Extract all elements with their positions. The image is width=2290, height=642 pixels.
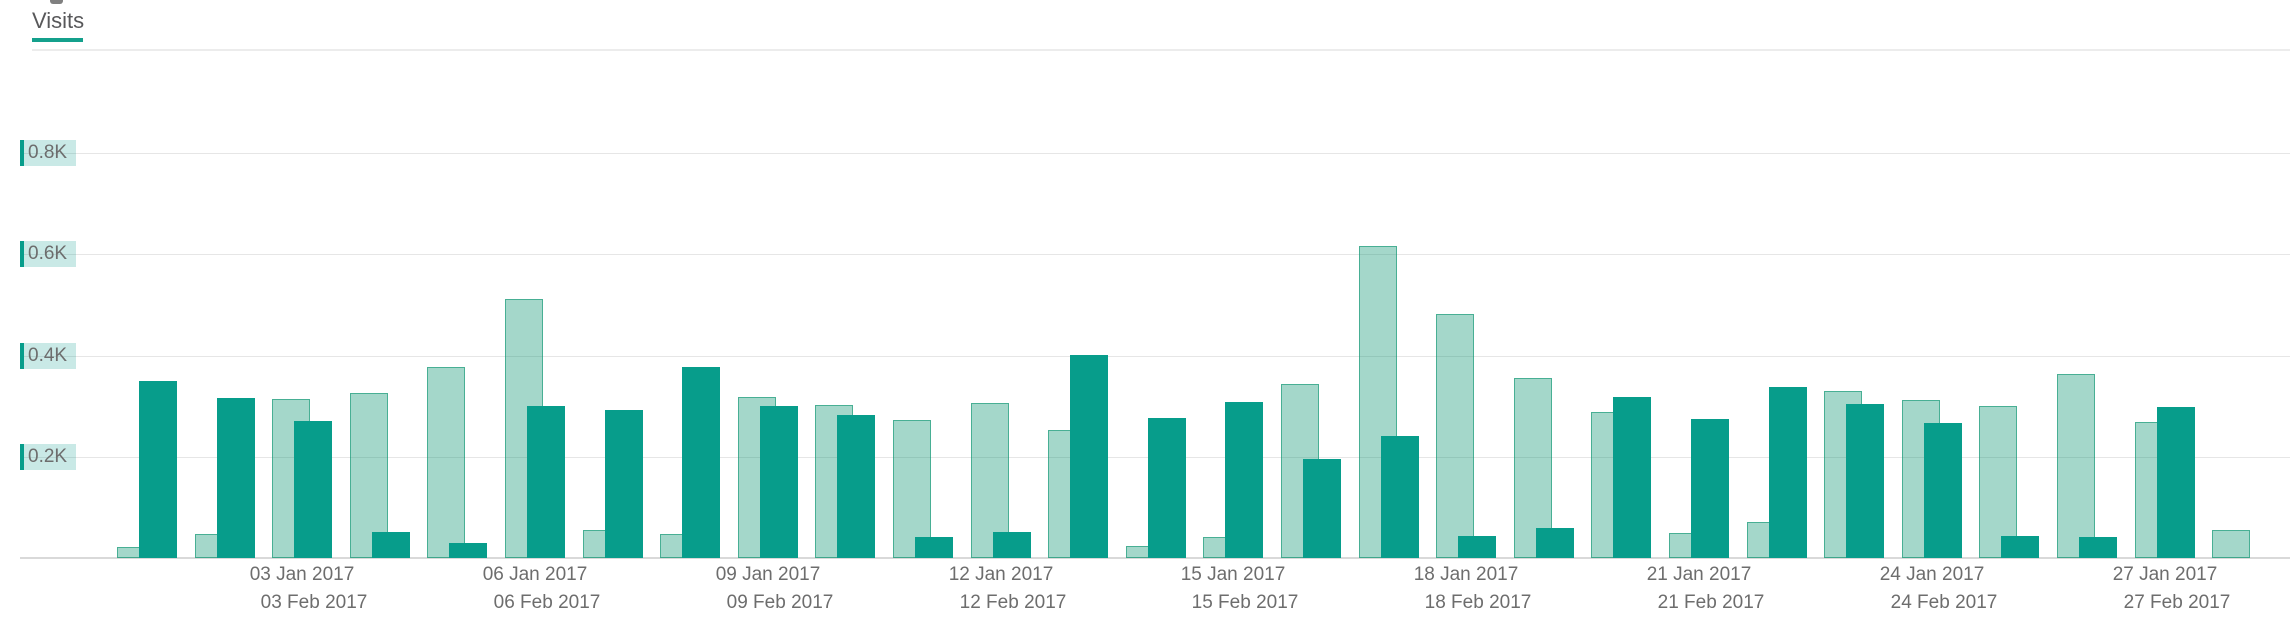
- header-divider: [32, 49, 2290, 51]
- bar-feb-2017-day-20[interactable]: [1613, 397, 1651, 558]
- bar-feb-2017-day-11[interactable]: [915, 537, 953, 558]
- bar-jan-2017-day-19[interactable]: [1514, 378, 1552, 558]
- y-tick-label: 0.2K: [28, 446, 68, 467]
- y-tick-0.6K: 0.6K: [20, 241, 76, 267]
- y-tick-0.4K: 0.4K: [20, 343, 76, 369]
- x-tick-day-21-period-2: 21 Feb 2017: [1657, 592, 1765, 613]
- tab-visits[interactable]: Visits: [32, 8, 85, 33]
- y-tick-label: 0.8K: [28, 142, 68, 163]
- bar-feb-2017-day-17[interactable]: [1381, 436, 1419, 558]
- bar-jan-2017-day-5[interactable]: [427, 367, 465, 558]
- bar-feb-2017-day-19[interactable]: [1536, 528, 1574, 558]
- y-tick-label: 0.6K: [28, 243, 68, 264]
- y-tick-accent: [20, 241, 24, 267]
- x-tick-day-12-period-2: 12 Feb 2017: [959, 592, 1067, 613]
- bar-jan-2017-day-25[interactable]: [1979, 406, 2017, 558]
- bar-jan-2017-day-4[interactable]: [350, 393, 388, 558]
- x-tick-day-9-period-1: 09 Jan 2017: [715, 564, 821, 585]
- x-axis-line: [20, 557, 2290, 559]
- bar-feb-2017-day-1[interactable]: [139, 381, 177, 558]
- gridline-0.6K: [20, 254, 2290, 255]
- y-tick-accent: [20, 343, 24, 369]
- y-tick-accent: [20, 140, 24, 166]
- x-tick-day-21-period-1: 21 Jan 2017: [1646, 564, 1752, 585]
- x-tick-day-27-period-2: 27 Feb 2017: [2123, 592, 2231, 613]
- active-tab-indicator: [32, 38, 83, 42]
- bar-jan-2017-day-28[interactable]: [2212, 530, 2250, 558]
- bar-jan-2017-day-11[interactable]: [893, 420, 931, 558]
- bar-jan-2017-day-18[interactable]: [1436, 314, 1474, 558]
- bar-feb-2017-day-13[interactable]: [1070, 355, 1108, 558]
- gridline-0.4K: [20, 356, 2290, 357]
- x-tick-day-3-period-2: 03 Feb 2017: [260, 592, 368, 613]
- x-tick-day-9-period-2: 09 Feb 2017: [726, 592, 834, 613]
- bar-feb-2017-day-18[interactable]: [1458, 536, 1496, 558]
- x-tick-day-15-period-1: 15 Jan 2017: [1180, 564, 1286, 585]
- bar-feb-2017-day-6[interactable]: [527, 406, 565, 558]
- x-tick-day-24-period-1: 24 Jan 2017: [1879, 564, 1985, 585]
- bar-feb-2017-day-4[interactable]: [372, 532, 410, 558]
- bar-feb-2017-day-2[interactable]: [217, 398, 255, 558]
- bar-jan-2017-day-17[interactable]: [1359, 246, 1397, 558]
- x-tick-day-27-period-1: 27 Jan 2017: [2112, 564, 2218, 585]
- x-tick-day-18-period-1: 18 Jan 2017: [1413, 564, 1519, 585]
- bar-feb-2017-day-12[interactable]: [993, 532, 1031, 558]
- y-tick-label: 0.4K: [28, 345, 68, 366]
- cropped-ui-fragment: [50, 0, 63, 4]
- bar-feb-2017-day-8[interactable]: [682, 367, 720, 558]
- bar-feb-2017-day-21[interactable]: [1691, 419, 1729, 558]
- y-tick-0.8K: 0.8K: [20, 140, 76, 166]
- bar-feb-2017-day-5[interactable]: [449, 543, 487, 558]
- bar-feb-2017-day-16[interactable]: [1303, 459, 1341, 558]
- bar-feb-2017-day-9[interactable]: [760, 406, 798, 558]
- bar-feb-2017-day-25[interactable]: [2001, 536, 2039, 558]
- bar-feb-2017-day-22[interactable]: [1769, 387, 1807, 558]
- bar-feb-2017-day-24[interactable]: [1924, 423, 1962, 558]
- x-tick-day-12-period-1: 12 Jan 2017: [948, 564, 1054, 585]
- bar-feb-2017-day-10[interactable]: [837, 415, 875, 558]
- x-tick-day-6-period-1: 06 Jan 2017: [482, 564, 588, 585]
- gridline-0.8K: [20, 153, 2290, 154]
- x-tick-day-6-period-2: 06 Feb 2017: [493, 592, 601, 613]
- bar-feb-2017-day-7[interactable]: [605, 410, 643, 558]
- x-tick-day-3-period-1: 03 Jan 2017: [249, 564, 355, 585]
- y-tick-accent: [20, 444, 24, 470]
- x-tick-day-18-period-2: 18 Feb 2017: [1424, 592, 1532, 613]
- bar-feb-2017-day-23[interactable]: [1846, 404, 1884, 558]
- x-tick-day-24-period-2: 24 Feb 2017: [1890, 592, 1998, 613]
- x-tick-day-15-period-2: 15 Feb 2017: [1191, 592, 1299, 613]
- bar-jan-2017-day-26[interactable]: [2057, 374, 2095, 558]
- bar-feb-2017-day-26[interactable]: [2079, 537, 2117, 558]
- bar-feb-2017-day-15[interactable]: [1225, 402, 1263, 558]
- bar-feb-2017-day-14[interactable]: [1148, 418, 1186, 558]
- bar-feb-2017-day-27[interactable]: [2157, 407, 2195, 558]
- bar-feb-2017-day-3[interactable]: [294, 421, 332, 558]
- y-tick-0.2K: 0.2K: [20, 444, 76, 470]
